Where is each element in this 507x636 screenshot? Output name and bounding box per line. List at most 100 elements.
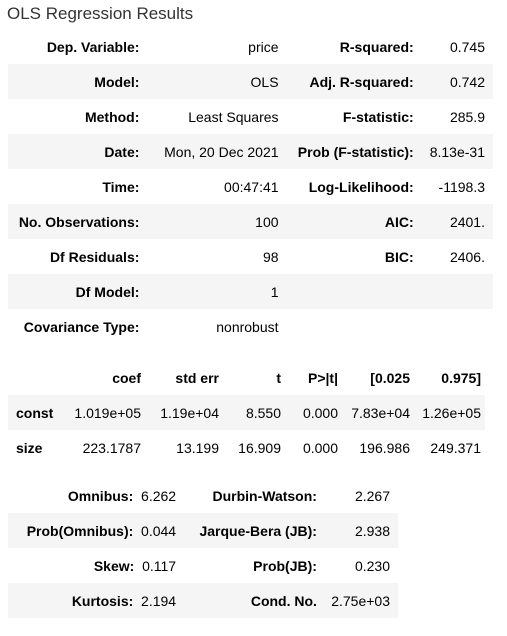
summary-label: F-statistic: <box>342 108 414 125</box>
summary-label: No. Observations: <box>8 204 148 239</box>
summary-label: Prob (F-statistic): <box>286 134 422 169</box>
summary-row: Df Residuals: 98 BIC: 2406. <box>8 239 493 274</box>
diagnostics-cell: Prob(Omnibus): 0.044 <box>8 513 185 548</box>
diagnostics-cell: Omnibus: 6.262 <box>8 478 184 513</box>
spacer <box>184 478 192 513</box>
table-cell: 0.000 <box>285 395 342 430</box>
diagnostics-row: Kurtosis: 2.194 Cond. No. 2.75e+03 <box>8 583 398 618</box>
diagnostics-row: Omnibus: 6.262 Durbin-Watson: 2.267 <box>8 478 398 513</box>
summary-row: Time: 00:47:41 Log-Likelihood: -1198.3 <box>8 169 493 204</box>
spacer <box>184 513 193 548</box>
summary-label: BIC: <box>384 248 414 265</box>
table-cell: 13.199 <box>176 439 219 456</box>
diagnostic-value: 2.267 <box>354 487 390 504</box>
summary-row: Dep. Variable: price R-squared: 0.745 <box>8 29 493 64</box>
summary-row: Method: Least Squares F-statistic: 285.9 <box>8 99 493 134</box>
diagnostic-value: 2.75e+03 <box>324 583 398 618</box>
summary-label: AIC: <box>286 204 422 239</box>
summary-row: No. Observations: 100 AIC: 2401. <box>8 204 493 239</box>
model-summary-table: Dep. Variable: price R-squared: 0.745 Mo… <box>8 29 493 344</box>
table-cell: 223.1787 <box>82 439 141 456</box>
coefficient-header-row: coef std err t P>|t| [0.025 0.975] <box>8 360 485 395</box>
summary-value: 8.13e-31 <box>421 134 493 169</box>
diagnostics-cell: Skew: 0.117 <box>8 548 184 583</box>
coefficient-table: coef std err t P>|t| [0.025 0.975] const… <box>8 360 485 465</box>
diagnostic-value: 2.194 <box>141 592 177 609</box>
diagnostic-label: Cond. No. <box>192 583 325 618</box>
table-cell: 0.000 <box>302 439 338 456</box>
summary-value: Least Squares <box>188 108 279 125</box>
row-header: size <box>16 439 43 456</box>
table-cell: 249.371 <box>430 439 481 456</box>
summary-label: Date: <box>8 134 148 169</box>
summary-row: Df Model: 1 <box>8 274 493 309</box>
summary-value: price <box>248 38 279 55</box>
table-cell: 196.986 <box>359 439 410 456</box>
diagnostics-row: Skew: 0.117 Prob(JB): 0.230 <box>8 548 398 583</box>
row-header: const <box>8 395 60 430</box>
summary-value: 0.742 <box>421 64 493 99</box>
summary-row: Covariance Type: nonrobust <box>8 309 493 344</box>
column-header: coef <box>112 369 141 386</box>
summary-row: Date: Mon, 20 Dec 2021 Prob (F-statistic… <box>8 134 493 169</box>
summary-value: Mon, 20 Dec 2021 <box>147 134 287 169</box>
summary-label: Model: <box>8 64 148 99</box>
summary-label: Log-Likelihood: <box>308 178 414 195</box>
summary-label: Method: <box>84 108 140 125</box>
summary-value: 0.745 <box>449 38 485 55</box>
diagnostics-cell: Kurtosis: 2.194 <box>8 583 185 618</box>
column-header: t <box>276 369 281 386</box>
coefficient-row: size 223.1787 13.199 16.909 0.000 196.98… <box>8 430 485 465</box>
summary-value: 2401. <box>421 204 493 239</box>
diagnostic-label: Durbin-Watson: <box>212 487 317 504</box>
diagnostic-value: 0.230 <box>354 557 390 574</box>
summary-row: Model: OLS Adj. R-squared: 0.742 <box>8 64 493 99</box>
diagnostic-value: 0.044 <box>141 522 177 539</box>
summary-value: OLS <box>147 64 287 99</box>
table-cell: 7.83e+04 <box>342 395 414 430</box>
summary-value: 98 <box>262 248 279 265</box>
summary-label: R-squared: <box>339 38 414 55</box>
table-cell: 1.26e+05 <box>414 395 485 430</box>
summary-label: Covariance Type: <box>23 318 140 335</box>
summary-value: 1 <box>147 274 287 309</box>
summary-value: -1198.3 <box>438 178 485 195</box>
summary-value: 2406. <box>449 248 485 265</box>
summary-label: Df Residuals: <box>49 248 140 265</box>
column-header: std err <box>175 369 219 386</box>
column-header: [0.025 <box>370 369 410 386</box>
diagnostic-label: Jarque-Bera (JB): <box>192 513 325 548</box>
diagnostic-value: 2.938 <box>324 513 398 548</box>
coefficient-row: const 1.019e+05 1.19e+04 8.550 0.000 7.8… <box>8 395 485 430</box>
summary-value <box>421 274 493 309</box>
diagnostics-table: Omnibus: 6.262 Durbin-Watson: 2.267 Prob… <box>8 478 398 618</box>
spacer <box>184 548 192 583</box>
summary-value: 00:47:41 <box>224 178 279 195</box>
diagnostics-row: Prob(Omnibus): 0.044 Jarque-Bera (JB): 2… <box>8 513 398 548</box>
summary-value: nonrobust <box>216 318 279 335</box>
diagnostic-label: Skew: <box>93 557 135 574</box>
diagnostic-label: Prob(JB): <box>253 557 317 574</box>
diagnostic-label: Omnibus: <box>67 487 134 504</box>
column-header: 0.975] <box>441 369 481 386</box>
table-cell: 16.909 <box>238 439 281 456</box>
table-cell: 1.019e+05 <box>60 395 145 430</box>
table-cell: 8.550 <box>223 395 285 430</box>
diagnostic-label: Kurtosis: <box>71 592 134 609</box>
summary-value <box>422 309 493 344</box>
summary-label: Adj. R-squared: <box>286 64 422 99</box>
diagnostic-label: Prob(Omnibus): <box>26 522 134 539</box>
summary-label: Df Model: <box>8 274 148 309</box>
diagnostic-value: 6.262 <box>141 487 177 504</box>
summary-label <box>287 309 422 344</box>
summary-label <box>286 274 422 309</box>
summary-value: 100 <box>147 204 287 239</box>
spacer <box>184 583 193 618</box>
summary-label: Time: <box>102 178 140 195</box>
diagnostic-value: 0.117 <box>142 557 177 574</box>
results-title: OLS Regression Results <box>7 4 194 23</box>
column-header: P>|t| <box>307 369 338 386</box>
table-cell: 1.19e+04 <box>145 395 223 430</box>
summary-label: Dep. Variable: <box>46 38 140 55</box>
summary-value: 285.9 <box>449 108 485 125</box>
